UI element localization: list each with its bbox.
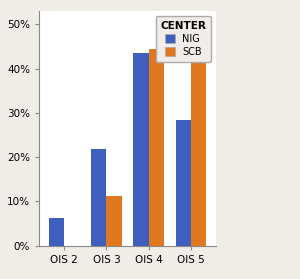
Bar — [106, 196, 122, 246]
Bar — [176, 120, 191, 246]
Bar — [49, 218, 64, 246]
Bar — [148, 49, 164, 246]
Legend: NIG, SCB: NIG, SCB — [155, 16, 211, 62]
Bar — [191, 49, 206, 246]
Bar — [91, 149, 106, 246]
Bar — [134, 53, 148, 246]
